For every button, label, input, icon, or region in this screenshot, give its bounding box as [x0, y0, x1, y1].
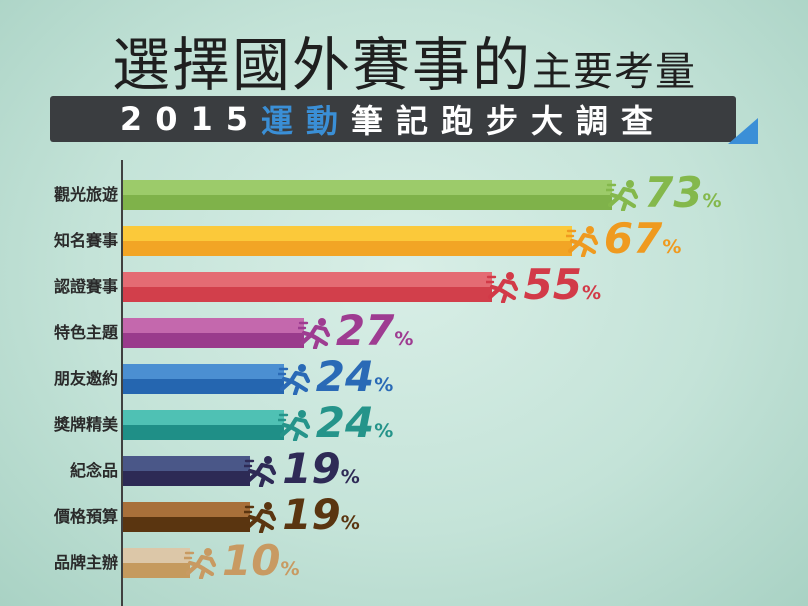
category-label: 品牌主辦	[53, 553, 118, 572]
chart-title: 選擇國外賽事的主要考量	[0, 18, 808, 102]
data-label: 67%	[603, 214, 682, 263]
runner-icon	[296, 317, 332, 351]
runner-icon	[243, 455, 278, 489]
bar	[123, 226, 572, 256]
runner-icon	[564, 225, 600, 259]
bar	[123, 548, 190, 578]
category-label: 朋友邀約	[53, 369, 118, 388]
banner-mid: 筆	[351, 102, 397, 140]
data-label: 24%	[315, 398, 394, 447]
category-label: 認證賽事	[53, 277, 118, 296]
bar	[123, 180, 613, 210]
data-label: 73%	[644, 168, 722, 217]
bar	[123, 502, 251, 532]
y-axis-line	[121, 160, 123, 606]
bar	[123, 272, 492, 302]
bar	[123, 318, 304, 348]
category-label: 紀念品	[69, 461, 118, 480]
category-label: 特色主題	[53, 323, 118, 342]
category-label: 觀光旅遊	[53, 185, 118, 204]
data-label: 27%	[335, 306, 414, 355]
data-label: 24%	[315, 352, 394, 401]
data-label: 55%	[523, 260, 602, 309]
runner-icon	[604, 179, 640, 213]
banner-square-char: 記	[396, 102, 442, 140]
runner-icon	[182, 547, 218, 581]
data-label: 19%	[282, 444, 360, 493]
runner-icon	[484, 271, 520, 305]
data-label: 10%	[222, 536, 300, 585]
runner-icon	[276, 363, 312, 397]
bar	[123, 364, 284, 394]
bar	[123, 456, 251, 486]
category-label: 知名賽事	[53, 231, 118, 250]
banner-rest: 跑步大調查	[441, 102, 667, 140]
banner-year: 2015	[119, 100, 261, 138]
bar	[123, 410, 284, 440]
runner-icon	[243, 501, 278, 535]
runner-icon	[276, 409, 312, 443]
title-main: 選擇國外賽事的	[111, 31, 532, 99]
subtitle-banner: 2015 運 動 筆 記 跑步大調查	[50, 96, 736, 142]
data-label: 19%	[282, 490, 360, 539]
banner-highlight-2: 動	[306, 102, 352, 140]
category-label: 價格預算	[53, 507, 118, 526]
banner-fold-corner	[728, 118, 758, 144]
title-sub: 主要考量	[532, 49, 696, 95]
category-label: 獎牌精美	[53, 415, 118, 434]
banner-highlight-1: 運	[260, 102, 306, 140]
